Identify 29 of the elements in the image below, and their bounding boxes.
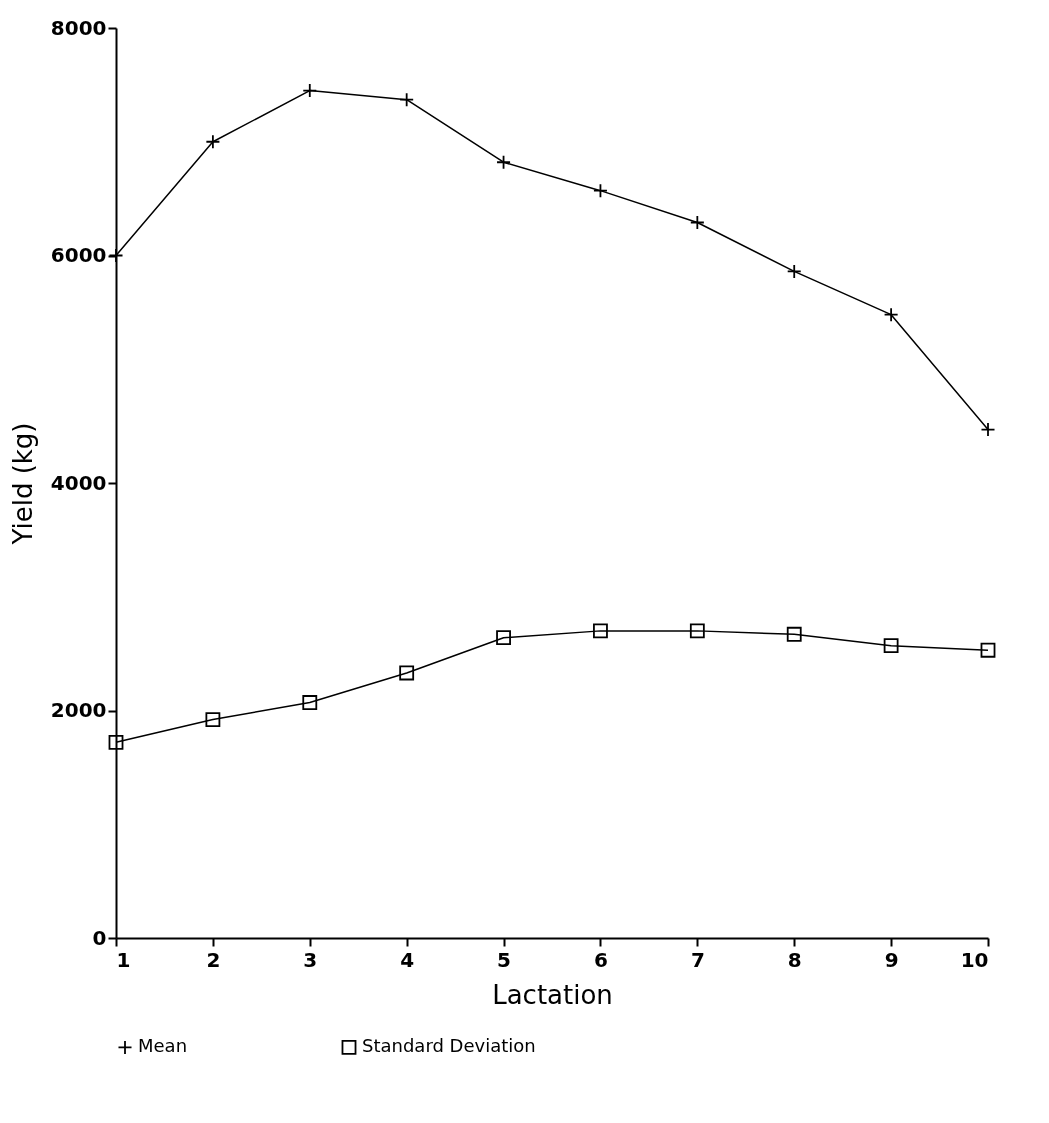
x-tick-label: 9 — [884, 947, 899, 972]
point — [205, 712, 221, 728]
x-tick-label: 1 — [116, 947, 131, 972]
y-tick-label: 0 — [92, 925, 107, 950]
x-tick-label: 6 — [593, 947, 608, 972]
x-tick-label: 7 — [690, 947, 705, 972]
y-axis-title: Yield (kg) — [7, 422, 38, 546]
point — [786, 626, 802, 642]
point — [689, 623, 705, 639]
y-tick-label: 4000 — [50, 470, 107, 495]
point — [496, 630, 511, 646]
legend-label: Mean — [138, 1035, 188, 1057]
point — [980, 642, 996, 658]
point — [302, 695, 318, 710]
y-tick-label: 8000 — [50, 15, 107, 40]
y-tick-label: 2000 — [50, 698, 107, 722]
point — [593, 623, 608, 639]
x-tick-label: 10 — [960, 947, 989, 972]
point — [399, 665, 415, 681]
x-tick-label: 5 — [497, 947, 512, 972]
x-tick-label: 2 — [206, 947, 221, 972]
x-tick-label: 8 — [787, 947, 802, 972]
x-tick-label: 3 — [303, 947, 318, 972]
x-tick-label: 4 — [400, 947, 415, 972]
x-axis-title: Lactation — [492, 979, 613, 1010]
point — [883, 638, 899, 654]
point — [108, 734, 124, 750]
y-tick-label: 6000 — [50, 243, 107, 267]
legend-label: Standard Deviation — [362, 1035, 536, 1057]
